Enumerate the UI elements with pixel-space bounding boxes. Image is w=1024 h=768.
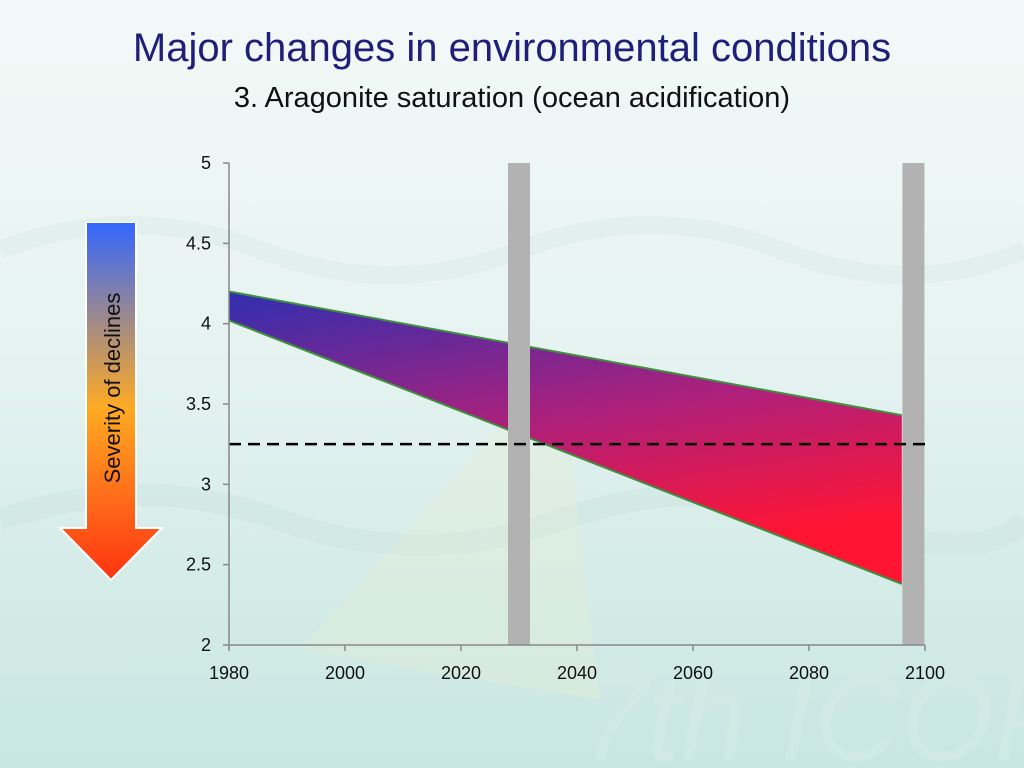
slide-title: Major changes in environmental condition… <box>132 26 892 70</box>
y-tick-label-0: 2 <box>201 635 211 655</box>
x-tick-label-2: 2020 <box>441 663 481 683</box>
x-tick-label-4: 2060 <box>673 663 713 683</box>
y-tick-label-3: 3.5 <box>186 394 211 414</box>
projection-band <box>229 291 902 584</box>
x-tick-label-0: 1980 <box>209 663 249 683</box>
x-tick-label-3: 2040 <box>557 663 597 683</box>
watermark-text: 7th ICOF <box>580 652 1024 768</box>
marker-bar-2098 <box>902 163 925 645</box>
band-upper-edge <box>228 290 902 417</box>
y-tick-label-2: 3 <box>201 474 211 494</box>
severity-arrow <box>58 222 164 582</box>
marker-bar-2030 <box>508 163 530 645</box>
x-tick-label-6: 2100 <box>905 663 945 683</box>
x-tick-label-5: 2080 <box>789 663 829 683</box>
y-tick-label-4: 4 <box>201 314 211 334</box>
y-tick-label-1: 2.5 <box>186 555 211 575</box>
x-tick-label-1: 2000 <box>325 663 365 683</box>
slide-subtitle: 3. Aragonite saturation (ocean acidifica… <box>233 82 791 114</box>
band-lower-edge <box>228 319 903 585</box>
y-tick-label-5: 4.5 <box>186 233 211 253</box>
y-tick-label-6: 5 <box>201 153 211 173</box>
